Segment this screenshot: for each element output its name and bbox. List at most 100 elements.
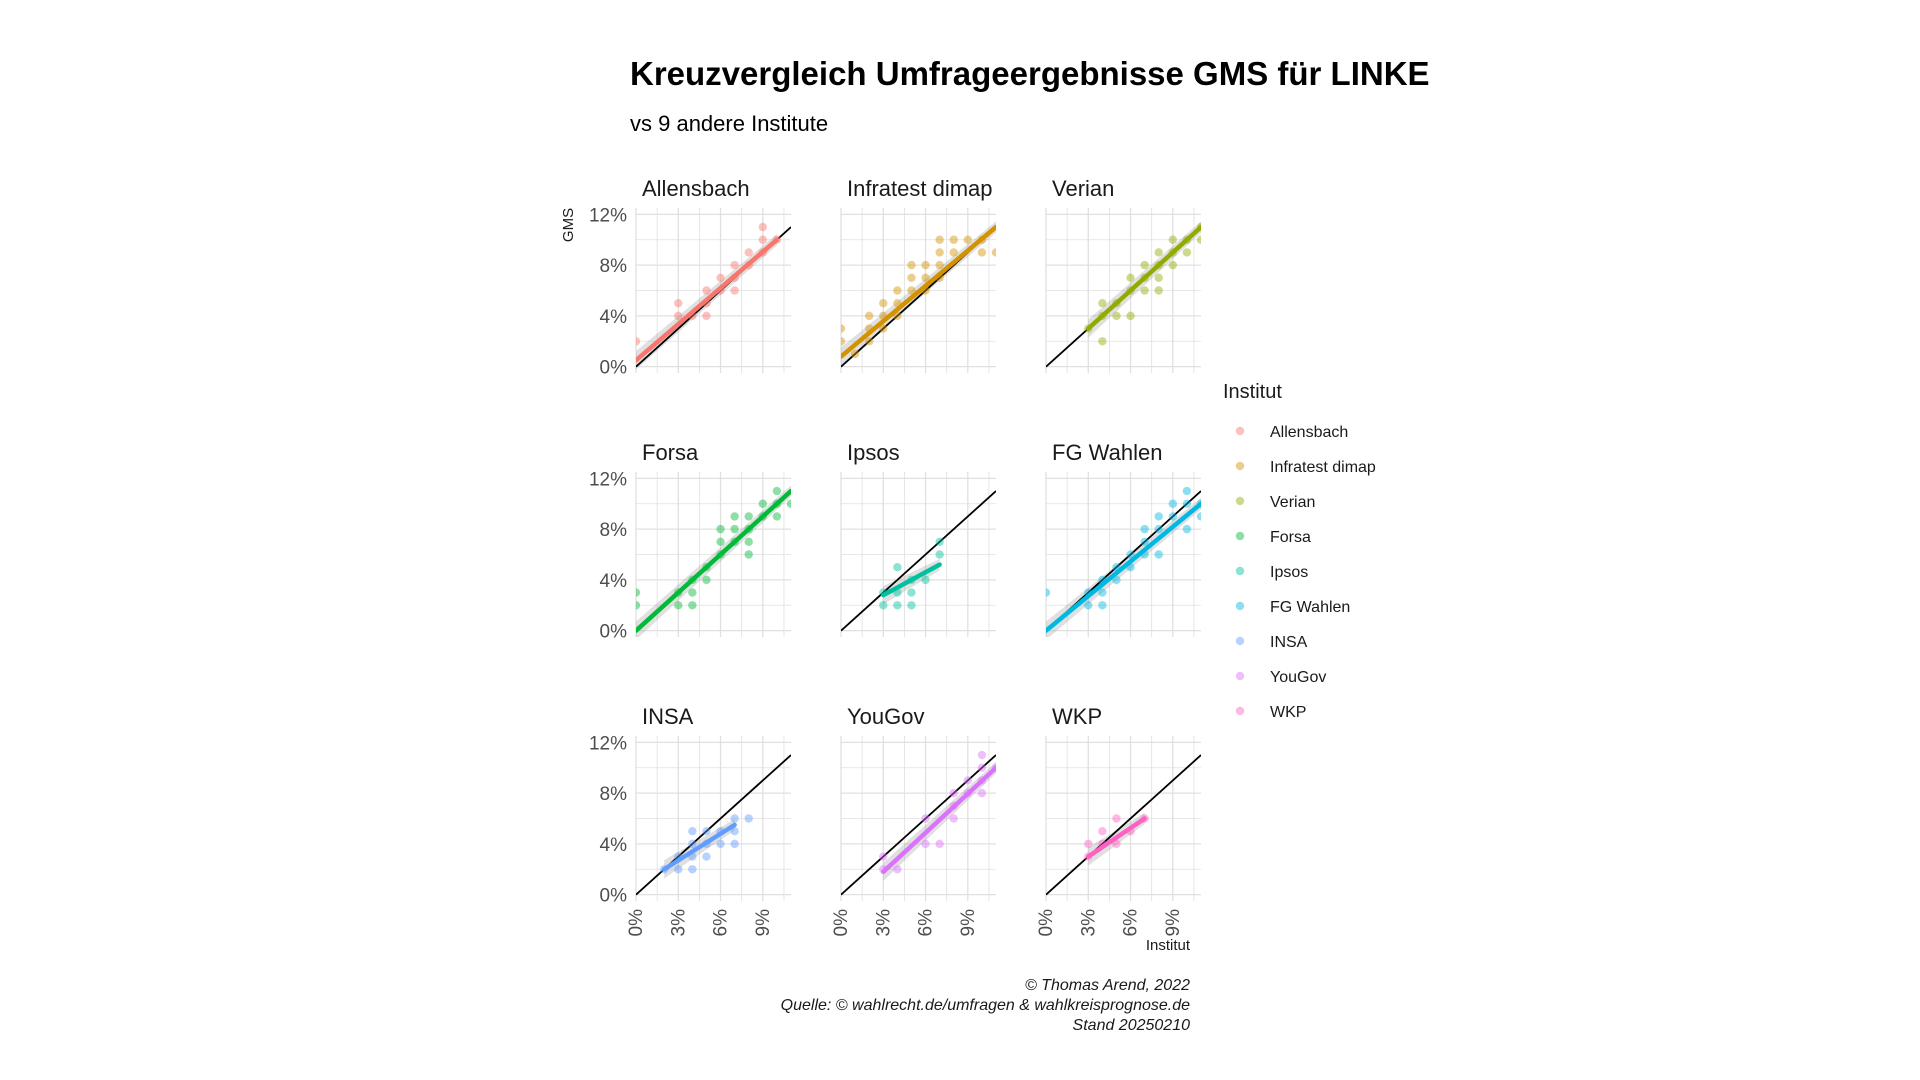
data-point	[949, 788, 958, 798]
data-point	[1140, 537, 1149, 547]
data-point	[1140, 524, 1149, 534]
data-point	[772, 486, 782, 496]
legend-item: WKP	[1235, 704, 1306, 721]
data-point	[716, 524, 725, 534]
panel-wkp: WKP 0% 3% 6% 9%	[1036, 704, 1201, 936]
reference-line	[841, 754, 996, 896]
y-tick-label: 4%	[600, 307, 628, 328]
y-tick-label: 12%	[589, 205, 627, 226]
plot-area	[636, 222, 791, 370]
plot-area	[1046, 754, 1201, 896]
grid	[840, 208, 996, 373]
data-point	[921, 575, 930, 585]
grid	[1045, 736, 1201, 901]
data-point	[730, 814, 739, 823]
data-point	[977, 248, 987, 257]
y-tick-label: 8%	[600, 520, 628, 541]
data-point	[893, 865, 902, 874]
legend-label: Verian	[1270, 494, 1315, 511]
data-point	[688, 865, 697, 874]
data-point	[1112, 311, 1121, 321]
data-point	[1182, 486, 1192, 496]
data-point	[702, 311, 711, 321]
data-point	[1182, 499, 1192, 508]
data-point	[1112, 814, 1121, 823]
data-point	[758, 499, 768, 508]
data-point	[1182, 524, 1192, 534]
data-point	[1168, 499, 1178, 508]
data-point	[879, 852, 888, 861]
legend-swatch	[1235, 461, 1245, 471]
data-point	[688, 588, 697, 597]
data-point	[935, 550, 944, 559]
panel-title: Verian	[1052, 176, 1114, 201]
y-axis-title: GMS	[560, 208, 577, 242]
data-point	[1112, 839, 1121, 849]
data-point	[1098, 588, 1107, 597]
data-point	[636, 337, 641, 346]
data-point	[702, 852, 711, 861]
data-point	[921, 260, 930, 270]
data-point	[893, 286, 902, 295]
plot-area	[1046, 221, 1201, 368]
data-point	[963, 235, 973, 244]
fit-line	[881, 765, 996, 875]
data-point	[907, 601, 916, 610]
x-tick-label: 6%	[916, 909, 937, 937]
legend-label: Infratest dimap	[1270, 459, 1376, 476]
grid	[840, 472, 996, 637]
data-point	[716, 537, 725, 547]
legend-label: WKP	[1270, 704, 1306, 721]
caption-line: Stand 20250210	[1073, 1017, 1191, 1034]
x-tick-label: 3%	[668, 909, 689, 937]
data-point	[730, 260, 739, 270]
data-point	[716, 273, 725, 283]
data-point	[1126, 550, 1135, 559]
data-point	[935, 537, 944, 547]
legend-swatch	[1235, 706, 1245, 716]
legend-item: Ipsos	[1235, 564, 1308, 581]
fit-line	[841, 224, 996, 359]
data-point	[921, 839, 930, 849]
panel-forsa: Forsa 0% 4% 8% 12%	[589, 440, 791, 643]
legend-item: Infratest dimap	[1235, 459, 1376, 476]
data-point	[730, 524, 739, 534]
legend: Institut Allensbach Infratest dimap Verian F…	[1223, 381, 1376, 721]
caption: © Thomas Arend, 2022 Quelle: © wahlrecht.…	[781, 977, 1190, 1034]
data-point	[1182, 248, 1192, 257]
x-tick-label: 9%	[753, 909, 774, 937]
data-point	[921, 814, 930, 823]
y-tick-label: 0%	[600, 358, 628, 379]
data-point	[716, 839, 725, 849]
data-point	[935, 260, 944, 270]
data-point	[702, 575, 711, 585]
data-point	[730, 839, 739, 849]
data-point	[772, 512, 782, 521]
data-point	[1140, 286, 1149, 295]
caption-line: © Thomas Arend, 2022	[1025, 977, 1190, 994]
data-point	[949, 235, 958, 244]
panel-title: Infratest dimap	[847, 176, 993, 201]
panel-title: YouGov	[847, 704, 924, 729]
data-point	[744, 512, 753, 521]
plot-area	[636, 754, 791, 896]
data-point	[907, 260, 916, 270]
legend-label: Allensbach	[1270, 424, 1348, 441]
legend-item: FG Wahlen	[1235, 599, 1350, 616]
reference-line	[636, 754, 791, 896]
panel-yougov: YouGov 0% 3% 6% 9%	[831, 704, 996, 937]
data-point	[1168, 260, 1178, 270]
data-point	[864, 337, 874, 346]
data-point	[1154, 512, 1163, 521]
legend-title: Institut	[1223, 381, 1282, 403]
data-point	[1098, 601, 1107, 610]
data-point	[1126, 273, 1135, 283]
fit-line	[881, 562, 942, 598]
data-point	[1126, 311, 1135, 321]
data-point	[864, 311, 874, 321]
data-point	[1154, 524, 1163, 534]
y-tick-label: 4%	[600, 571, 628, 592]
legend-label: INSA	[1270, 634, 1308, 651]
data-point	[758, 222, 768, 232]
data-point	[1112, 575, 1121, 585]
